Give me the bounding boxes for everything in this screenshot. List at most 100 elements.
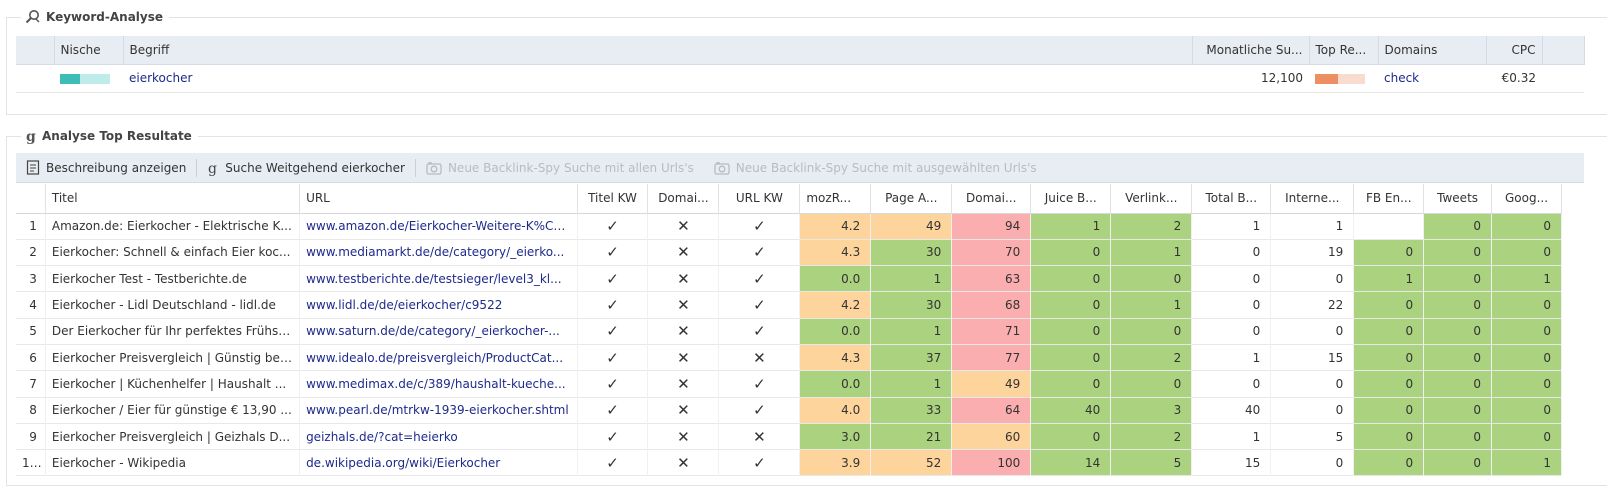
page-authority-value: 21 <box>870 423 953 450</box>
result-row[interactable]: 5 Der Eierkocher für Ihr perfektes Frühst… <box>16 318 1562 345</box>
header-niche[interactable]: Nische <box>54 36 124 65</box>
header-domains[interactable]: Domains <box>1378 36 1487 65</box>
url-kw-cell: ✓ <box>718 318 801 345</box>
result-url-link[interactable]: www.lidl.de/de/eierkocher/c9522 <box>306 298 503 313</box>
col-page-authority[interactable]: Page A... <box>870 184 953 214</box>
check-icon: ✓ <box>753 296 766 315</box>
check-icon: ✓ <box>753 453 766 472</box>
result-row[interactable]: 4 Eierkocher - Lidl Deutschland - lidl.de… <box>16 291 1562 319</box>
show-description-button[interactable]: Beschreibung anzeigen <box>16 153 196 183</box>
result-row[interactable]: 7 Eierkocher | Küchenhelfer | Haushalt ..… <box>16 370 1562 398</box>
fb-engagement-value: 1 <box>1353 265 1425 292</box>
extended-search-button[interactable]: g Suche Weitgehend eierkocher <box>197 153 415 183</box>
linking-value: 1 <box>1110 239 1193 266</box>
header-cpc[interactable]: CPC <box>1486 36 1543 65</box>
result-row[interactable]: 3 Eierkocher Test - Testberichte.de www.te… <box>16 265 1562 292</box>
total-backlinks-value: 1 <box>1191 213 1272 240</box>
google-value: 0 <box>1491 318 1562 345</box>
juice-backlinks-value: 0 <box>1030 344 1112 371</box>
moz-rank-value: 0.0 <box>799 370 872 398</box>
col-juice-backlinks[interactable]: Juice B... <box>1030 184 1112 214</box>
internal-value: 0 <box>1270 318 1355 345</box>
page-authority-value: 30 <box>870 239 953 266</box>
result-url-link[interactable]: www.medimax.de/c/389/haushalt-kueche... <box>306 376 566 391</box>
col-google[interactable]: Goog... <box>1491 184 1562 214</box>
col-url-kw[interactable]: URL KW <box>718 184 801 214</box>
result-url-link[interactable]: www.mediamarkt.de/de/category/_eierko... <box>306 245 565 260</box>
linking-value: 3 <box>1110 397 1193 424</box>
svg-text:g: g <box>26 129 36 144</box>
cross-icon: ✕ <box>677 348 690 367</box>
header-monthly-searches[interactable]: Monatliche Su... <box>1192 36 1310 65</box>
col-fb-engagement[interactable]: FB En... <box>1353 184 1425 214</box>
keyword-select-cell[interactable] <box>16 64 54 92</box>
keyword-table: Nische Begriff Monatliche Su... Top Re..… <box>16 36 1585 93</box>
url-kw-cell: ✓ <box>718 291 801 319</box>
col-internal[interactable]: Interne... <box>1270 184 1355 214</box>
col-total-backlinks[interactable]: Total B... <box>1191 184 1272 214</box>
keyword-analysis-title: Keyword-Analyse <box>46 10 164 24</box>
result-row[interactable]: 10 Eierkocher - Wikipedia de.wikipedia.org… <box>16 449 1562 476</box>
url-kw-cell: ✕ <box>718 344 801 371</box>
col-tweets[interactable]: Tweets <box>1423 184 1493 214</box>
google-value: 0 <box>1491 370 1562 398</box>
domain-authority-value: 94 <box>951 213 1032 240</box>
monthly-searches-value: 12,100 <box>1261 71 1303 85</box>
page-authority-value: 49 <box>870 213 953 240</box>
col-domain-authority[interactable]: Domai... <box>951 184 1032 214</box>
result-row[interactable]: 2 Eierkocher: Schnell & einfach Eier koc.… <box>16 239 1562 266</box>
fb-engagement-value: 0 <box>1353 291 1425 319</box>
result-url-link[interactable]: www.idealo.de/preisvergleich/ProductCat.… <box>306 350 564 365</box>
result-url-link[interactable]: geizhals.de/?cat=heierko <box>306 429 458 444</box>
col-moz-rank[interactable]: mozR... <box>799 184 872 214</box>
result-url-link[interactable]: www.testberichte.de/testsieger/level3_kl… <box>306 271 562 286</box>
internal-value: 15 <box>1270 344 1355 371</box>
result-row[interactable]: 8 Eierkocher / Eier für günstige € 13,90 … <box>16 397 1562 424</box>
total-backlinks-value: 40 <box>1191 397 1272 424</box>
result-url-cell: www.saturn.de/de/category/_eierkocher-..… <box>299 318 578 345</box>
results-toolbar: Beschreibung anzeigen g Suche Weitgehend… <box>16 153 1584 183</box>
result-url-link[interactable]: de.wikipedia.org/wiki/Eierkocher <box>306 455 501 470</box>
page-authority-value: 37 <box>870 344 953 371</box>
backlink-spy-selected-button[interactable]: Neue Backlink-Spy Suche mit ausgewählten… <box>704 153 1047 183</box>
internal-value: 0 <box>1270 370 1355 398</box>
domain-kw-cell: ✕ <box>647 397 720 424</box>
google-value: 0 <box>1491 291 1562 319</box>
keyword-term-link[interactable]: eierkocher <box>129 71 193 85</box>
domain-authority-value: 100 <box>951 449 1032 476</box>
tweets-value: 0 <box>1423 423 1493 450</box>
result-url-cell: www.pearl.de/mtrkw-1939-eierkocher.shtml <box>299 397 578 424</box>
domains-check-link[interactable]: check <box>1384 71 1420 85</box>
result-row[interactable]: 6 Eierkocher Preisvergleich | Günstig bei… <box>16 344 1562 371</box>
domains-cell: check <box>1378 64 1486 92</box>
result-url-link[interactable]: www.pearl.de/mtrkw-1939-eierkocher.shtml <box>306 403 569 418</box>
header-term[interactable]: Begriff <box>123 36 1193 65</box>
url-kw-cell: ✓ <box>718 370 801 398</box>
result-url-link[interactable]: www.saturn.de/de/category/_eierkocher-..… <box>306 324 560 339</box>
result-title: Amazon.de: Eierkocher - Elektrische K... <box>45 213 301 240</box>
page-authority-value: 1 <box>870 370 953 398</box>
header-top-results[interactable]: Top Re... <box>1309 36 1379 65</box>
col-domain-kw[interactable]: Domai... <box>647 184 720 214</box>
title-kw-cell: ✓ <box>577 423 649 450</box>
backlink-spy-all-button[interactable]: Neue Backlink-Spy Suche mit allen Urls's <box>416 153 704 183</box>
result-url-link[interactable]: www.amazon.de/Eierkocher-Weitere-K%C3... <box>306 219 573 234</box>
fb-engagement-value: 0 <box>1353 370 1425 398</box>
moz-rank-value: 4.3 <box>799 239 872 266</box>
google-value: 0 <box>1491 344 1562 371</box>
domain-authority-value: 60 <box>951 423 1032 450</box>
col-url[interactable]: URL <box>299 184 578 214</box>
col-linking[interactable]: Verlink... <box>1110 184 1193 214</box>
keyword-row[interactable]: eierkocher 12,100 check €0.32 <box>16 64 1584 92</box>
col-title[interactable]: Titel <box>45 184 301 214</box>
svg-text:g: g <box>208 161 217 176</box>
result-row[interactable]: 9 Eierkocher Preisvergleich | Geizhals D.… <box>16 423 1562 450</box>
col-title-kw[interactable]: Titel KW <box>577 184 649 214</box>
result-url-cell: de.wikipedia.org/wiki/Eierkocher <box>299 449 578 476</box>
check-icon: ✓ <box>606 348 619 367</box>
result-title: Eierkocher - Wikipedia <box>45 449 301 476</box>
check-icon: ✓ <box>753 322 766 341</box>
top-results-bar <box>1315 73 1365 84</box>
title-kw-cell: ✓ <box>577 344 649 371</box>
result-row[interactable]: 1 Amazon.de: Eierkocher - Elektrische K..… <box>16 213 1562 240</box>
